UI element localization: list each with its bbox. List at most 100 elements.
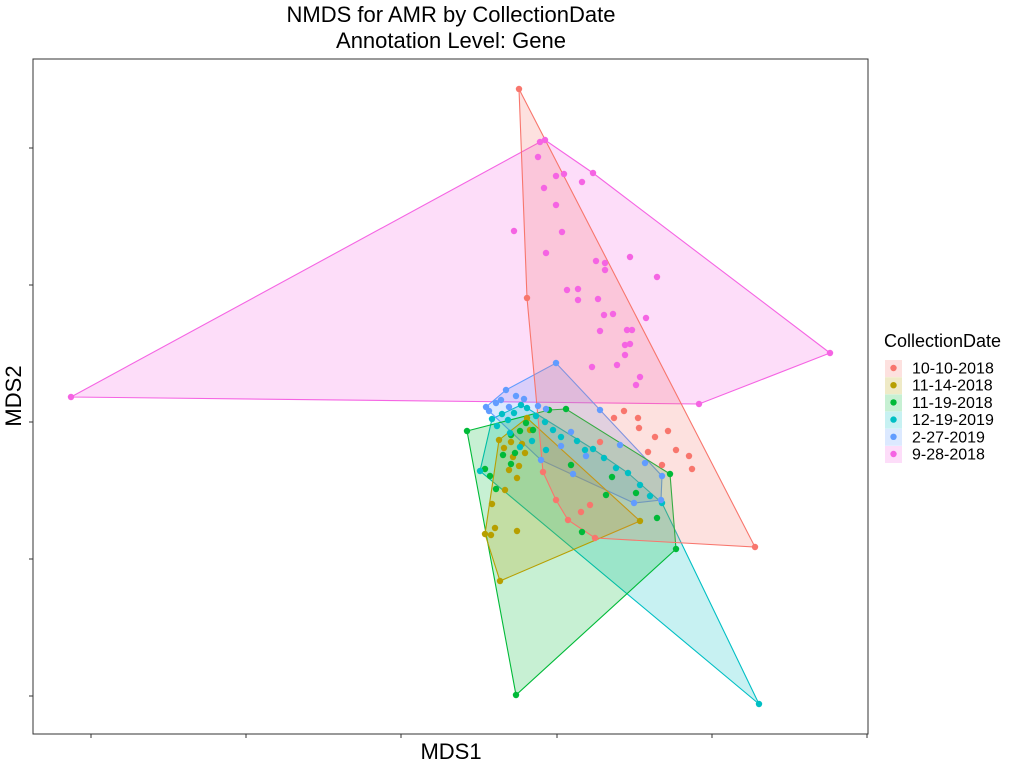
point-9-28-2018-24 [600,311,608,319]
legend-label-12-19-2019: 12-19-2019 [912,412,994,429]
point-11-14-2018-0 [496,577,504,585]
point-9-28-2018-18 [626,253,634,261]
point-2-27-2019-15 [657,496,665,504]
point-2-27-2019-5 [497,396,505,404]
point-12-19-2019-13 [573,437,581,445]
point-10-10-2018-16 [564,516,572,524]
point-11-14-2018-3 [491,524,499,532]
point-2-27-2019-7 [512,392,520,400]
point-11-19-2018-15 [562,405,570,413]
point-12-19-2019-4 [498,410,506,418]
point-9-28-2018-33 [613,361,621,369]
point-9-28-2018-22 [574,296,582,304]
point-2-27-2019-0 [552,359,560,367]
point-12-19-2019-10 [541,418,549,426]
point-11-14-2018-7 [501,486,509,494]
point-11-19-2018-18 [632,489,640,497]
point-9-28-2018-14 [542,249,550,257]
chart-title: NMDS for AMR by CollectionDate [287,2,616,27]
point-11-19-2018-1 [672,545,680,553]
point-10-10-2018-11 [635,424,643,432]
point-2-27-2019-4 [492,399,500,407]
point-2-27-2019-14 [658,472,666,480]
legend-item-12-19-2019: 12-19-2019 [885,411,994,429]
point-11-19-2018-13 [529,426,537,434]
legend-marker-11-14-2018 [890,382,897,389]
point-12-19-2019-24 [516,443,524,451]
point-2-27-2019-13 [641,459,649,467]
legend-label-2-27-2019: 2-27-2019 [912,429,985,446]
point-10-10-2018-7 [685,452,693,460]
point-12-19-2019-22 [542,446,550,454]
point-9-28-2018-1 [541,136,549,144]
point-12-19-2019-17 [612,464,620,472]
point-12-19-2019-11 [549,426,557,434]
point-9-28-2018-0 [67,393,75,401]
point-11-19-2018-6 [492,485,500,493]
point-12-19-2019-15 [589,445,597,453]
hull-12-19-2019 [479,404,760,705]
point-2-27-2019-12 [616,441,624,449]
legend-marker-9-28-2018 [890,450,897,458]
legend: CollectionDate 10-10-201811-14-201811-19… [884,331,1001,464]
point-10-10-2018-0 [515,85,523,93]
point-2-27-2019-21 [537,456,545,464]
point-10-10-2018-15 [586,501,594,509]
chart-subtitle: Annotation Level: Gene [336,28,566,53]
point-12-19-2019-9 [532,412,540,420]
point-2-27-2019-10 [542,405,550,413]
point-11-14-2018-2 [487,531,495,539]
legend-item-11-14-2018: 11-14-2018 [885,377,993,395]
point-11-19-2018-12 [522,419,530,427]
point-10-10-2018-4 [688,465,696,473]
point-9-28-2018-26 [609,310,617,318]
point-10-10-2018-14 [596,438,604,446]
point-11-19-2018-16 [578,528,586,536]
point-12-19-2019-12 [557,433,565,441]
point-10-10-2018-9 [644,448,652,456]
point-9-28-2018-30 [621,341,629,349]
point-9-28-2018-6 [534,153,542,161]
point-11-14-2018-18 [636,517,644,525]
point-10-10-2018-6 [651,433,659,441]
point-12-19-2019-8 [523,404,531,412]
point-9-28-2018-10 [578,178,586,186]
point-11-14-2018-13 [495,436,503,444]
point-11-14-2018-6 [513,474,521,482]
point-10-10-2018-20 [539,468,547,476]
point-9-28-2018-11 [552,201,560,209]
point-10-10-2018-8 [658,461,666,469]
point-2-27-2019-18 [582,452,590,460]
point-11-19-2018-17 [602,491,610,499]
point-10-10-2018-3 [672,446,680,454]
x-axis-title: MDS1 [420,739,481,764]
point-10-10-2018-12 [620,407,628,415]
point-11-14-2018-10 [505,466,513,474]
point-2-27-2019-6 [505,403,513,411]
point-10-10-2018-10 [634,414,642,422]
point-11-19-2018-19 [653,514,661,522]
point-9-28-2018-16 [601,259,609,267]
point-11-14-2018-4 [488,500,496,508]
point-9-28-2018-5 [536,138,544,146]
point-9-28-2018-4 [589,169,597,177]
point-2-27-2019-11 [596,406,604,414]
plot-border [32,58,869,735]
point-12-19-2019-1 [476,467,484,475]
legend-item-10-10-2018: 10-10-2018 [885,360,994,378]
points-layer [67,85,834,708]
point-10-10-2018-19 [552,496,560,504]
hull-11-14-2018 [484,417,642,582]
point-2-27-2019-17 [569,470,577,478]
point-12-19-2019-20 [646,492,654,500]
point-9-28-2018-15 [592,257,600,265]
legend-label-11-14-2018: 11-14-2018 [912,378,993,395]
point-11-19-2018-9 [511,449,519,457]
legend-items: 10-10-201811-14-201811-19-201812-19-2019… [885,360,994,464]
point-9-28-2018-36 [636,373,644,381]
plot-panel [29,58,869,738]
point-9-28-2018-20 [563,286,571,294]
point-12-19-2019-5 [504,416,512,424]
point-2-27-2019-1 [502,386,510,394]
point-12-19-2019-18 [624,469,632,477]
